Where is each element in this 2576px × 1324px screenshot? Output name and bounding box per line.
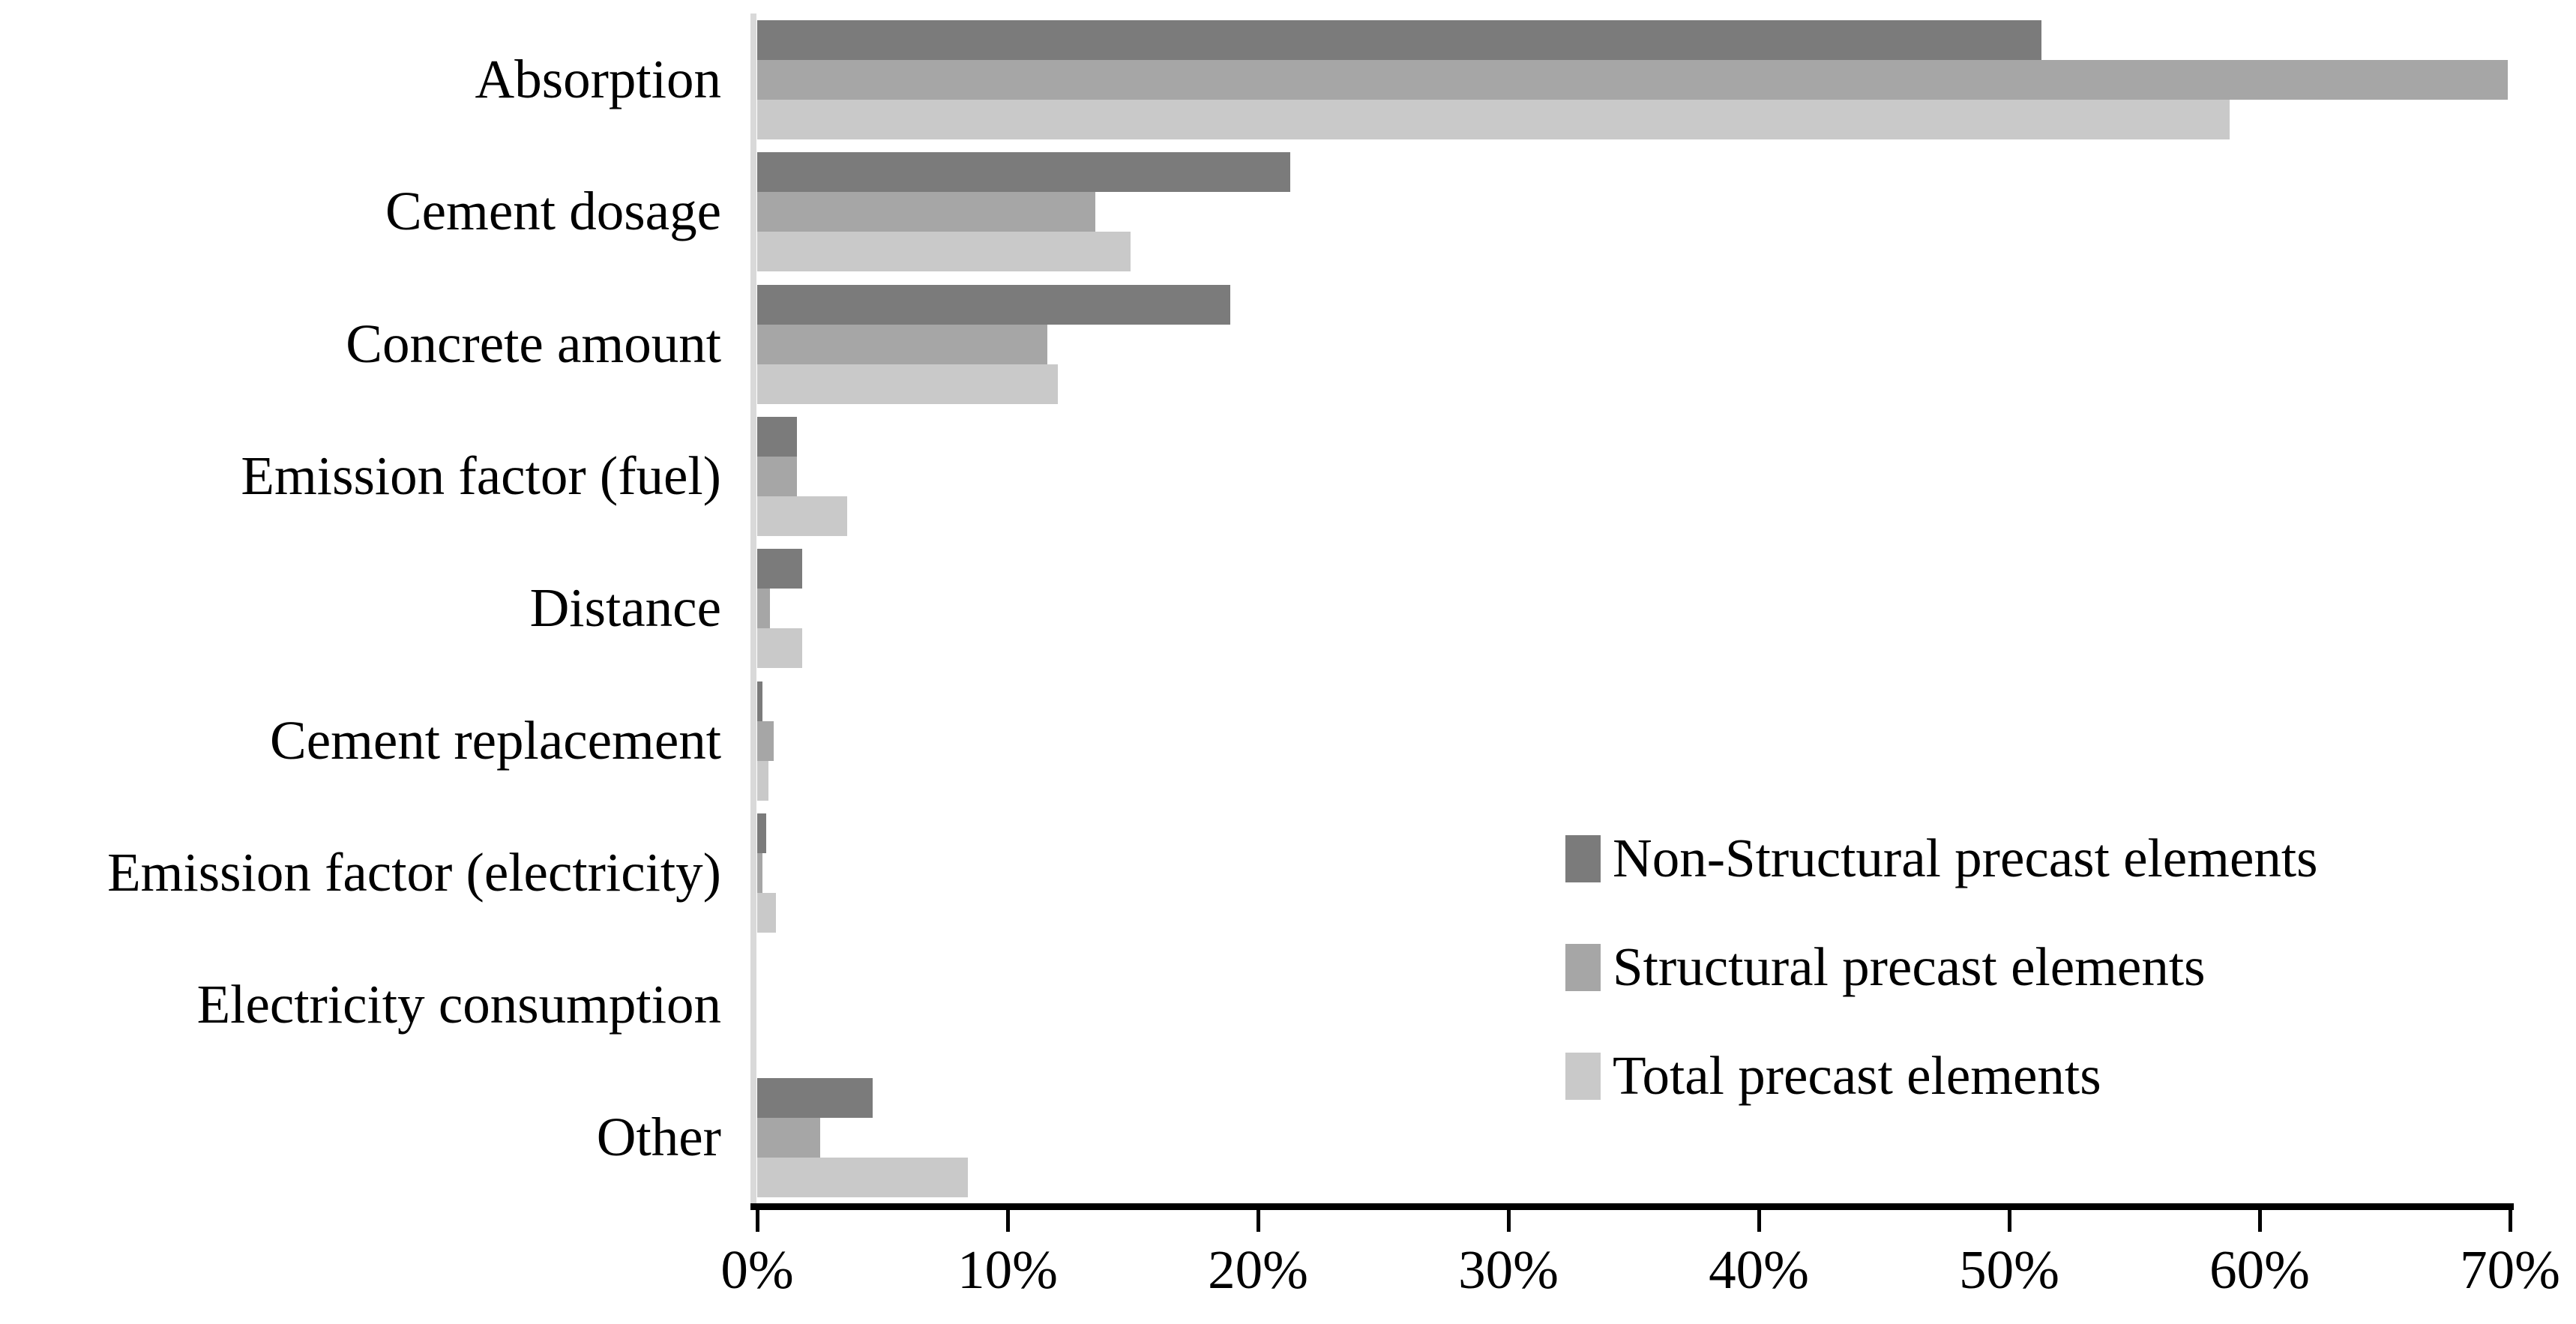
x-tick: [756, 1203, 759, 1232]
bar: [757, 893, 777, 933]
bar: [757, 1117, 820, 1158]
bar: [757, 628, 803, 669]
x-tick-label: 50%: [1959, 1239, 2059, 1300]
y-axis-line: [750, 13, 756, 1203]
category-label: Electricity consumption: [196, 974, 721, 1035]
category-label: Cement dosage: [385, 181, 721, 242]
bar: [757, 681, 762, 721]
legend-swatch-structural: [1565, 943, 1601, 991]
bar: [757, 60, 2508, 100]
bar: [757, 720, 774, 761]
bar: [757, 1157, 968, 1197]
bar: [757, 457, 798, 496]
bar: [757, 589, 770, 629]
x-tick: [2008, 1203, 2011, 1232]
bar: [757, 232, 1131, 272]
x-tick-label: 10%: [957, 1239, 1058, 1300]
legend-swatch-non-structural: [1565, 834, 1601, 882]
legend-label: Structural precast elements: [1613, 936, 2206, 997]
bar: [757, 813, 766, 853]
bar: [757, 192, 1095, 232]
bar: [757, 853, 762, 893]
x-tick-label: 0%: [720, 1239, 794, 1300]
x-tick-label: 30%: [1458, 1239, 1559, 1300]
bar: [757, 152, 1291, 193]
x-tick: [1757, 1203, 1761, 1232]
bar: [757, 549, 803, 589]
category-label: Cement replacement: [270, 709, 721, 771]
category-label: Absorption: [475, 49, 722, 110]
category-label: Emission factor (electricity): [107, 842, 721, 903]
x-tick: [2509, 1203, 2512, 1232]
bar: [757, 760, 769, 801]
category-label: Distance: [529, 577, 721, 639]
x-tick: [1257, 1203, 1260, 1232]
category-label: Other: [596, 1106, 721, 1167]
bar: [757, 1077, 873, 1118]
x-tick: [1006, 1203, 1010, 1232]
x-tick: [2258, 1203, 2262, 1232]
x-tick-label: 40%: [1709, 1239, 1809, 1300]
bar: [757, 284, 1231, 325]
legend-label: Non-Structural precast elements: [1613, 828, 2318, 888]
category-label: Emission factor (fuel): [241, 445, 721, 507]
legend-item: Structural precast elements: [1565, 933, 2318, 1001]
legend-item: Total precast elements: [1565, 1042, 2318, 1110]
bar: [757, 324, 1048, 364]
legend: Non-Structural precast elements Structur…: [1565, 825, 2318, 1151]
bar: [757, 100, 2230, 139]
legend-label: Total precast elements: [1613, 1045, 2101, 1106]
legend-swatch-total: [1565, 1052, 1601, 1100]
bar: [757, 496, 848, 536]
x-tick-label: 20%: [1208, 1239, 1308, 1300]
bar: [757, 20, 2042, 60]
legend-item: Non-Structural precast elements: [1565, 825, 2318, 892]
x-tick-label: 60%: [2209, 1239, 2310, 1300]
bar: [757, 364, 1058, 404]
x-axis-line: [750, 1203, 2514, 1210]
x-tick-label: 70%: [2460, 1239, 2560, 1300]
category-label: Concrete amount: [346, 313, 721, 374]
bar: [757, 417, 798, 457]
x-tick: [1507, 1203, 1511, 1232]
